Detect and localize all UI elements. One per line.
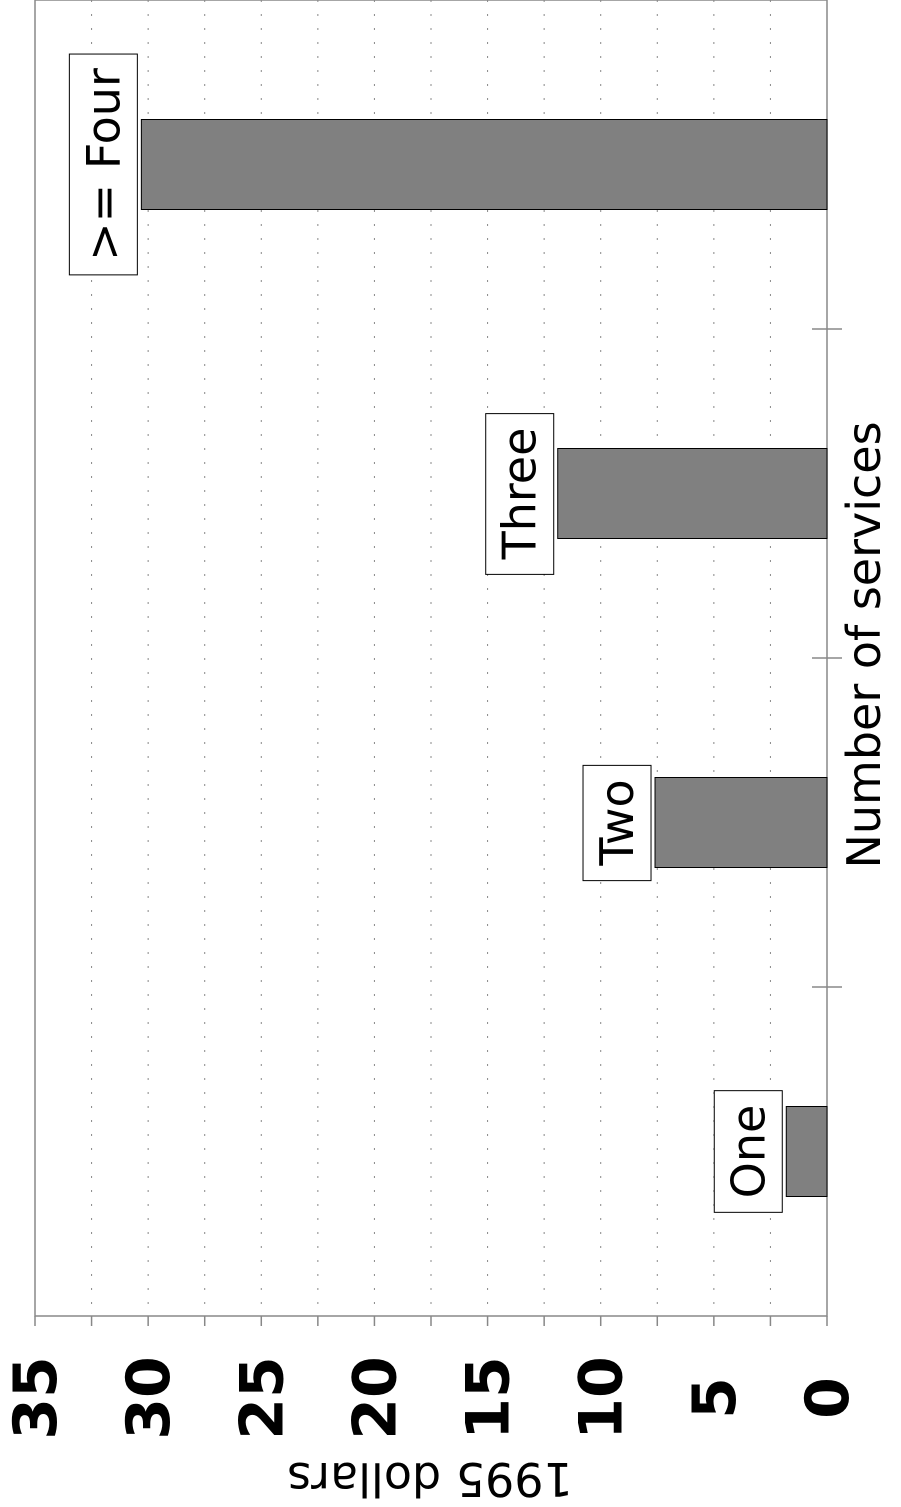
category-labels: One Two Three >= Four bbox=[68, 53, 783, 1213]
category-label-text: Three bbox=[493, 428, 547, 561]
category-label-text: >= Four bbox=[76, 68, 130, 261]
bar bbox=[140, 119, 828, 210]
y-axis-title: 1995 dollars bbox=[287, 1452, 573, 1506]
x-axis-title: Number of services bbox=[837, 421, 891, 868]
tick-label: 35 bbox=[1, 1356, 71, 1440]
category-label: One bbox=[713, 1090, 783, 1213]
category-label: Two bbox=[582, 764, 652, 882]
category-label-text: Two bbox=[590, 779, 644, 866]
category-label-box bbox=[485, 413, 555, 575]
tick-label: 15 bbox=[454, 1356, 524, 1440]
category-label: Three bbox=[485, 413, 555, 575]
category-label: >= Four bbox=[68, 53, 138, 276]
tick-label: 0 bbox=[793, 1377, 863, 1419]
tick-label: 5 bbox=[680, 1377, 750, 1419]
value-tick-labels: 0 5 10 15 20 25 30 35 bbox=[1, 1356, 863, 1440]
gridlines bbox=[91, 0, 771, 1316]
bar bbox=[785, 1106, 828, 1197]
category-label-box bbox=[713, 1090, 783, 1213]
category-label-text: One bbox=[721, 1105, 775, 1199]
tick-label: 20 bbox=[340, 1356, 410, 1440]
bars bbox=[140, 119, 828, 1197]
category-label-box bbox=[68, 53, 138, 276]
tick-label: 10 bbox=[567, 1356, 637, 1440]
tick-label: 25 bbox=[227, 1356, 297, 1440]
category-ticks bbox=[812, 328, 842, 988]
minor-ticks bbox=[34, 1316, 828, 1326]
category-label-box bbox=[582, 764, 652, 882]
bar bbox=[654, 777, 828, 868]
tick-label: 30 bbox=[114, 1356, 184, 1440]
bar bbox=[557, 448, 828, 539]
